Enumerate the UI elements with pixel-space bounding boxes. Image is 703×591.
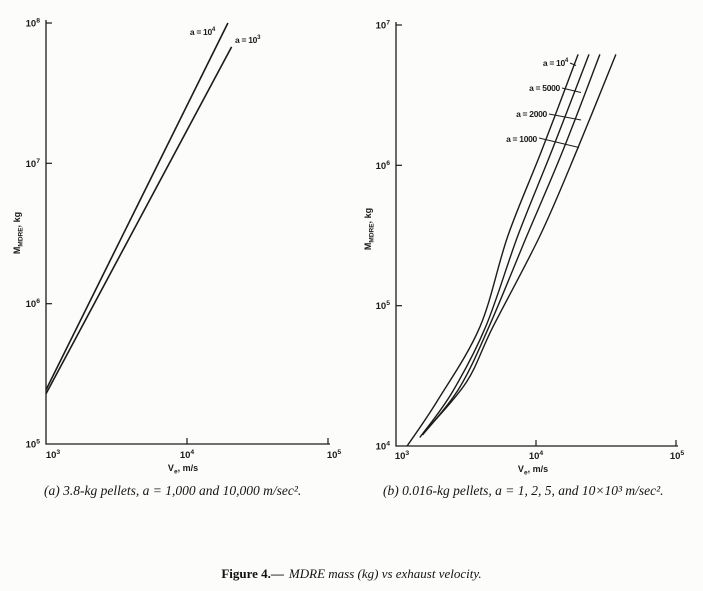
left-y-tick-label: 105 bbox=[26, 439, 41, 451]
right-curve-a-10000 bbox=[406, 54, 579, 447]
left-y-tick-label: 108 bbox=[26, 18, 41, 30]
right-plot: 103 104 105 107 106 105 104 Ve, m/s MMDRE, kg a =… bbox=[363, 20, 684, 477]
right-y-axis-title: MMDRE, kg bbox=[363, 208, 376, 250]
right-y-tick-label: 105 bbox=[376, 300, 391, 312]
right-leader-line-a-1000 bbox=[538, 137, 580, 148]
right-x-axis-title: Ve, m/s bbox=[518, 464, 548, 477]
right-x-tick-label: 104 bbox=[529, 450, 544, 462]
left-y-axis-title: MMDRE, kg bbox=[12, 212, 25, 254]
right-leader-line-a-2000 bbox=[548, 113, 582, 121]
right-series-label-a-1000: a = 1000 bbox=[506, 134, 537, 144]
right-curve-a-1000 bbox=[424, 54, 617, 433]
left-y-tick-label: 106 bbox=[26, 298, 41, 310]
left-x-tick-label: 105 bbox=[327, 449, 342, 461]
figure-caption: Figure 4.— MDRE mass (kg) vs exhaust velo… bbox=[0, 566, 703, 582]
right-series-label-a-5000: a = 5000 bbox=[529, 83, 560, 93]
left-series-label-a-10000: a = 104 bbox=[190, 26, 216, 37]
left-axes bbox=[45, 20, 330, 445]
right-curve-a-2000 bbox=[422, 54, 601, 436]
right-x-tick-label: 103 bbox=[395, 450, 410, 462]
subcaption-b: (b) 0.016-kg pellets, a = 1, 2, 5, and 1… bbox=[383, 483, 664, 498]
right-series-label-a-2000: a = 2000 bbox=[516, 109, 547, 119]
left-y-tick-label: 107 bbox=[26, 158, 41, 170]
right-curve-a-5000 bbox=[419, 54, 590, 438]
right-leader-line-a-10000 bbox=[569, 62, 577, 66]
subcaption-a: (a) 3.8-kg pellets, a = 1,000 and 10,000… bbox=[44, 483, 302, 498]
right-axes bbox=[395, 22, 678, 447]
right-leader-line-a-5000 bbox=[561, 87, 582, 93]
right-x-tick-label: 105 bbox=[670, 450, 685, 462]
left-series-label-a-1000: a = 103 bbox=[235, 34, 261, 45]
left-plot: 103 104 105 108 107 106 105 Ve, m/s MMDRE, kg a =… bbox=[12, 18, 341, 476]
right-y-tick-label: 104 bbox=[376, 441, 391, 453]
figure-number: Figure 4.— bbox=[221, 566, 284, 581]
left-curve-a-10000 bbox=[45, 22, 229, 391]
right-y-tick-label: 107 bbox=[376, 20, 391, 32]
right-y-tick-label: 106 bbox=[376, 160, 391, 172]
left-curve-a-1000 bbox=[45, 46, 233, 395]
figure-title: MDRE mass (kg) vs exhaust velocity. bbox=[288, 566, 482, 581]
left-x-tick-label: 104 bbox=[180, 449, 195, 461]
right-series-label-a-10000: a = 104 bbox=[543, 57, 569, 68]
left-x-tick-label: 103 bbox=[46, 449, 61, 461]
left-x-axis-title: Ve, m/s bbox=[168, 463, 198, 476]
